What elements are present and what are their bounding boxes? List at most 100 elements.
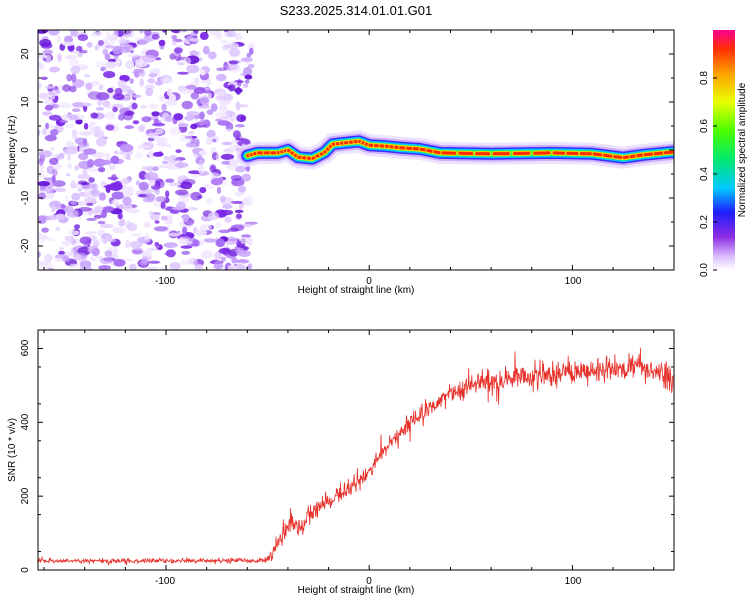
noise-blob — [104, 111, 116, 120]
noise-blob — [198, 239, 204, 246]
noise-blob — [48, 124, 54, 129]
noise-blob — [127, 53, 139, 58]
noise-blob — [66, 154, 72, 161]
noise-blob — [144, 233, 150, 241]
noise-blob — [168, 182, 181, 186]
noise-blob — [231, 257, 238, 264]
noise-blob — [234, 32, 243, 41]
noise-blob — [154, 57, 162, 61]
noise-blob — [49, 157, 59, 165]
noise-blob — [104, 250, 113, 257]
noise-blob — [165, 190, 170, 198]
noise-blob — [131, 247, 144, 255]
noise-blob — [105, 61, 117, 69]
noise-blob — [112, 45, 123, 55]
noise-blob — [57, 35, 62, 43]
noise-blob — [218, 229, 231, 234]
noise-blob — [215, 238, 225, 248]
noise-blob — [176, 62, 185, 66]
noise-blob — [139, 260, 149, 266]
noise-blob — [41, 227, 49, 233]
colorbar-gradient — [713, 30, 735, 270]
spectrogram-xtick-label: 0 — [366, 276, 372, 287]
noise-blob — [180, 87, 185, 94]
noise-blob — [117, 227, 127, 234]
noise-blob — [175, 149, 182, 154]
noise-blob — [107, 87, 114, 94]
noise-blob — [64, 195, 69, 202]
noise-blob — [140, 105, 148, 109]
noise-blob — [138, 124, 145, 133]
noise-blob — [182, 215, 189, 223]
noise-blob — [225, 236, 238, 246]
noise-blob — [49, 95, 56, 100]
noise-blob — [97, 229, 106, 235]
noise-blob — [157, 139, 168, 148]
noise-blob — [137, 144, 151, 150]
noise-blob — [69, 114, 79, 121]
noise-blob — [38, 251, 41, 258]
noise-blob — [90, 112, 99, 119]
noise-blob — [113, 150, 120, 155]
noise-blob — [82, 138, 88, 147]
noise-blob — [97, 39, 104, 46]
noise-blob — [111, 191, 125, 200]
noise-blob — [114, 87, 123, 96]
spectrogram-ytick-label: 20 — [20, 48, 31, 60]
ridge-core — [426, 149, 434, 153]
noise-blob — [50, 153, 59, 158]
noise-blob — [241, 173, 251, 182]
noise-blob — [178, 134, 193, 143]
noise-blob — [43, 177, 55, 181]
noise-blob — [168, 154, 179, 164]
noise-blob — [62, 256, 71, 263]
noise-blob — [83, 148, 97, 155]
noise-blob — [48, 30, 60, 36]
noise-blob — [38, 150, 53, 158]
noise-blob — [38, 233, 47, 239]
noise-blob — [86, 217, 97, 221]
noise-blob — [103, 71, 116, 79]
noise-blob — [218, 248, 230, 254]
snr-ytick-label: 200 — [20, 487, 31, 504]
noise-blob — [243, 66, 253, 76]
noise-blob — [85, 231, 98, 235]
noise-blob — [214, 251, 223, 260]
noise-blob — [118, 39, 129, 44]
spectrogram-y-axis-label: Frequency (Hz) — [7, 116, 18, 185]
noise-blob — [86, 202, 94, 206]
noise-blob — [225, 110, 231, 115]
ridge-core — [653, 151, 664, 156]
snr-ytick-label: 0 — [20, 567, 31, 573]
noise-blob — [224, 128, 236, 132]
noise-blob — [70, 30, 79, 36]
noise-blob — [91, 248, 100, 256]
noise-blob — [241, 198, 249, 204]
noise-blob — [180, 181, 193, 190]
snr-y-axis-label: SNR (10 * v/v) — [7, 418, 18, 482]
noise-blob — [99, 257, 113, 265]
noise-blob — [91, 80, 100, 86]
noise-blob — [184, 115, 194, 121]
noise-blob — [159, 266, 169, 270]
noise-blob — [66, 173, 71, 177]
noise-blob — [149, 214, 160, 221]
colorbar-tick-label: 0.4 — [699, 167, 710, 181]
noise-blob — [60, 203, 66, 209]
noise-blob — [228, 145, 238, 152]
noise-blob — [183, 57, 192, 65]
colorbar-tick-label: 0.6 — [699, 119, 710, 133]
noise-blob — [41, 128, 47, 136]
noise-blob — [240, 57, 253, 63]
noise-blob — [138, 181, 149, 191]
snr-ytick-label: 400 — [20, 413, 31, 430]
noise-blob — [148, 210, 154, 216]
noise-blob — [94, 60, 106, 69]
noise-blob — [144, 223, 152, 228]
noise-blob — [245, 266, 253, 270]
noise-blob — [206, 197, 214, 204]
noise-blob — [249, 47, 254, 55]
noise-blob — [45, 110, 51, 117]
noise-blob — [158, 39, 166, 47]
noise-blob — [219, 99, 230, 106]
